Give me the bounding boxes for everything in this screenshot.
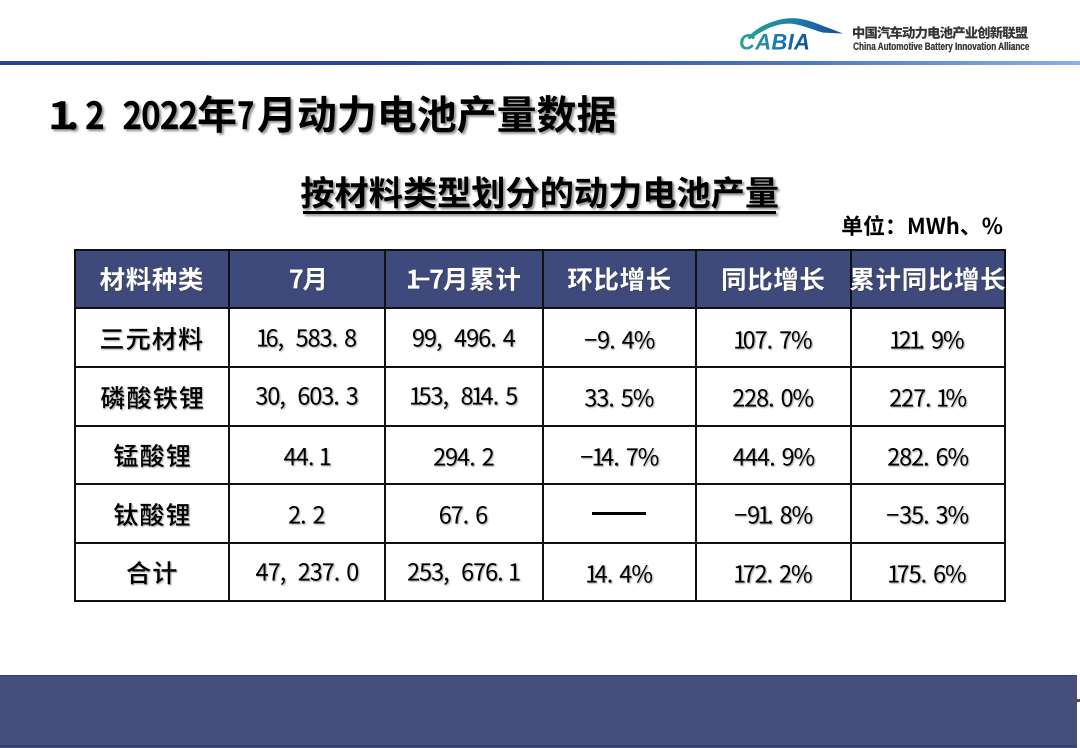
- svg-text:CABIA: CABIA: [739, 30, 810, 55]
